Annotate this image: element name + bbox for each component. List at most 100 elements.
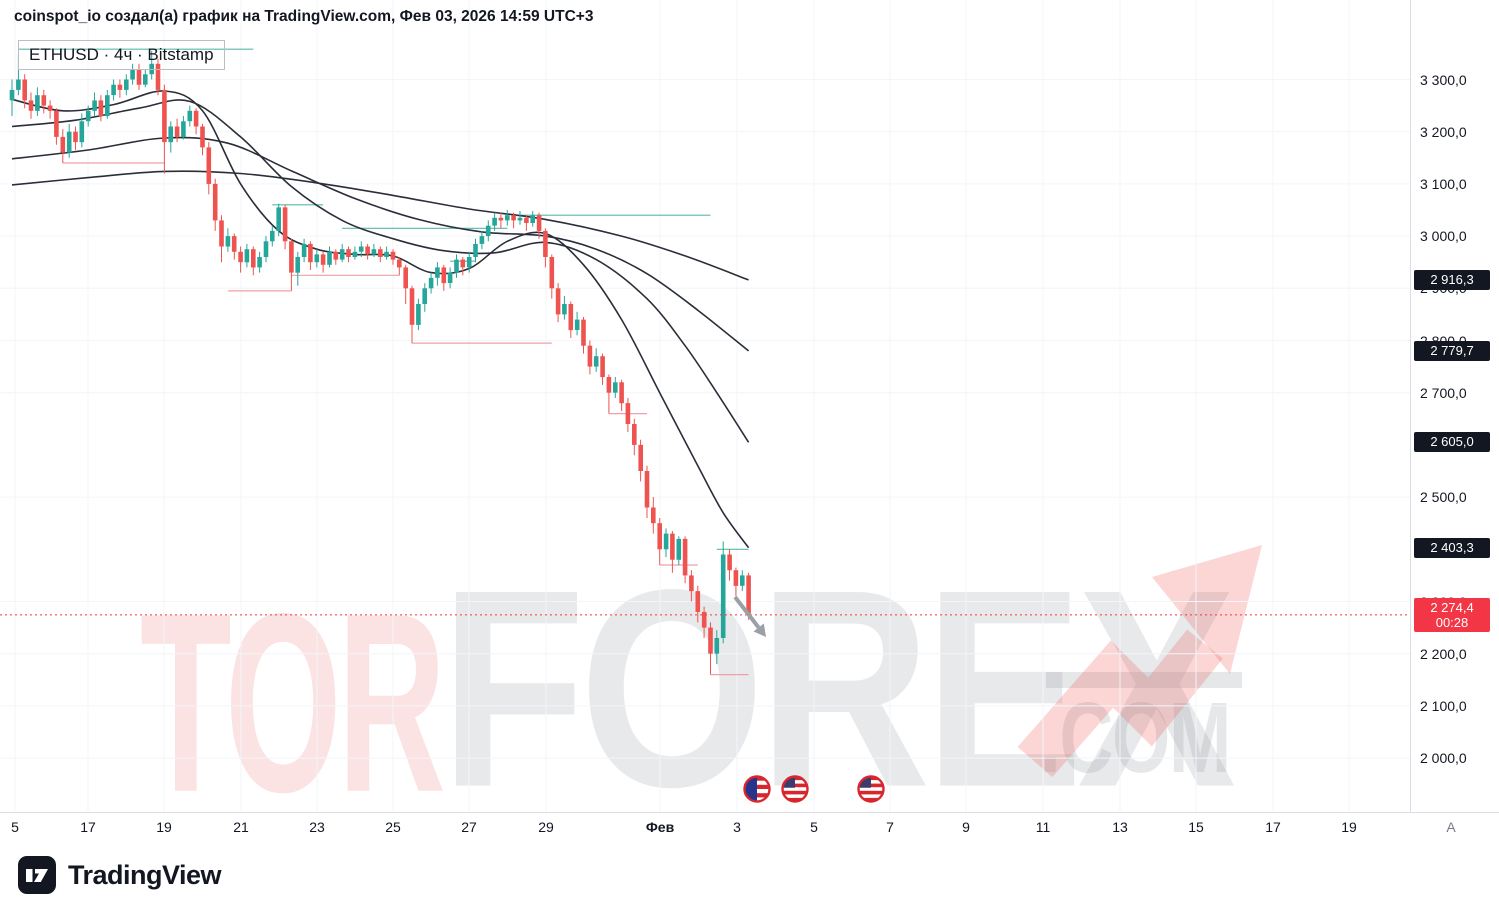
candle-body[interactable] (257, 257, 262, 268)
candle-body[interactable] (543, 230, 548, 257)
candle-body[interactable] (479, 236, 485, 244)
candle-body[interactable] (416, 304, 421, 325)
candle-body[interactable] (409, 288, 415, 325)
candle-body[interactable] (460, 259, 466, 268)
candle-body[interactable] (130, 69, 135, 80)
candle-body[interactable] (365, 246, 370, 255)
candle-body[interactable] (143, 74, 148, 85)
candle-body[interactable] (568, 304, 574, 331)
candle-body[interactable] (447, 272, 453, 283)
candle-body[interactable] (263, 241, 269, 257)
candle-body[interactable] (593, 356, 599, 367)
candle-body[interactable] (54, 110, 59, 137)
candle-body[interactable] (498, 217, 504, 221)
candle-body[interactable] (22, 79, 27, 101)
economic-event-flag-icon[interactable] (743, 775, 771, 803)
candle-body[interactable] (47, 105, 53, 111)
candle-body[interactable] (727, 554, 732, 571)
candle-body[interactable] (251, 249, 256, 268)
candle-body[interactable] (689, 575, 694, 592)
candle-body[interactable] (530, 215, 535, 223)
candle-body[interactable] (644, 471, 650, 508)
candle-body[interactable] (714, 638, 720, 654)
candle-body[interactable] (276, 207, 281, 231)
candle-body[interactable] (66, 131, 72, 153)
candle-body[interactable] (676, 538, 682, 560)
candle-body[interactable] (619, 382, 624, 404)
candle-body[interactable] (428, 277, 434, 289)
candle-body[interactable] (327, 251, 332, 265)
candle-body[interactable] (105, 95, 110, 117)
candle-body[interactable] (638, 444, 643, 471)
candle-body[interactable] (695, 591, 701, 612)
candle-body[interactable] (682, 538, 688, 576)
candle-body[interactable] (60, 136, 66, 153)
candle-body[interactable] (632, 424, 637, 445)
candle-body[interactable] (555, 288, 561, 315)
time-axis[interactable]: A 5 17 19 21 23 25 27 29 Фев 3 5 7 9 11 13 15 17 19 (0, 812, 1499, 843)
drawn-arrow-annotation[interactable] (733, 595, 761, 629)
candle-body[interactable] (473, 243, 478, 257)
candle-body[interactable] (282, 207, 288, 242)
candle-body[interactable] (346, 249, 351, 257)
candle-body[interactable] (270, 230, 275, 242)
candle-body[interactable] (378, 249, 383, 257)
candle-body[interactable] (549, 257, 555, 289)
candle-body[interactable] (403, 267, 408, 289)
candle-body[interactable] (225, 236, 231, 247)
candle-body[interactable] (562, 304, 567, 315)
ma-slowest-line[interactable] (11, 170, 749, 281)
candle-body[interactable] (600, 356, 605, 378)
candle-body[interactable] (708, 627, 713, 654)
candle-body[interactable] (238, 251, 243, 263)
candle-body[interactable] (651, 507, 656, 524)
candle-body[interactable] (435, 267, 440, 278)
candle-body[interactable] (524, 217, 529, 223)
candle-body[interactable] (333, 251, 339, 260)
candle-body[interactable] (657, 523, 662, 550)
candle-body[interactable] (384, 251, 389, 257)
candle-body[interactable] (733, 570, 739, 586)
candle-body[interactable] (371, 249, 377, 255)
candle-body[interactable] (422, 288, 427, 304)
candle-body[interactable] (206, 147, 212, 184)
economic-event-flag-icon[interactable] (781, 775, 809, 803)
ma-fast-line[interactable] (11, 90, 750, 549)
auto-scale-indicator[interactable]: A (1446, 819, 1456, 835)
tradingview-wordmark[interactable]: TradingView (68, 859, 222, 890)
candle-body[interactable] (466, 257, 472, 268)
candle-body[interactable] (441, 267, 447, 284)
candle-body[interactable] (613, 382, 618, 393)
candle-body[interactable] (92, 100, 97, 111)
candle-body[interactable] (670, 533, 675, 560)
symbol-legend[interactable]: ETHUSD · 4ч · Bitstamp (18, 40, 225, 70)
candle-body[interactable] (9, 89, 15, 101)
candle-body[interactable] (574, 319, 580, 330)
candle-body[interactable] (16, 79, 21, 90)
candle-body[interactable] (301, 243, 307, 257)
candle-body[interactable] (720, 554, 726, 639)
candle-body[interactable] (231, 236, 237, 252)
economic-event-flag-icon[interactable] (857, 775, 885, 803)
candle-body[interactable] (308, 243, 313, 263)
candle-body[interactable] (155, 63, 161, 90)
candle-body[interactable] (746, 575, 751, 616)
candle-body[interactable] (168, 126, 173, 143)
candle-body[interactable] (581, 319, 586, 346)
candle-body[interactable] (505, 215, 510, 221)
candle-body[interactable] (212, 183, 218, 221)
candle-body[interactable] (295, 257, 300, 273)
price-axis[interactable]: 3 300,03 200,03 100,03 000,02 900,02 800… (1410, 0, 1499, 812)
candle-body[interactable] (149, 63, 154, 75)
candle-body[interactable] (390, 251, 396, 260)
candle-body[interactable] (492, 217, 497, 226)
candle-body[interactable] (320, 254, 326, 265)
candle-body[interactable] (511, 215, 516, 221)
candlestick-chart[interactable] (0, 0, 1410, 812)
candle-body[interactable] (219, 220, 224, 247)
candle-body[interactable] (111, 84, 116, 96)
candle-body[interactable] (625, 403, 631, 424)
candle-body[interactable] (174, 126, 180, 137)
candle-body[interactable] (73, 131, 78, 143)
candle-body[interactable] (136, 69, 142, 85)
